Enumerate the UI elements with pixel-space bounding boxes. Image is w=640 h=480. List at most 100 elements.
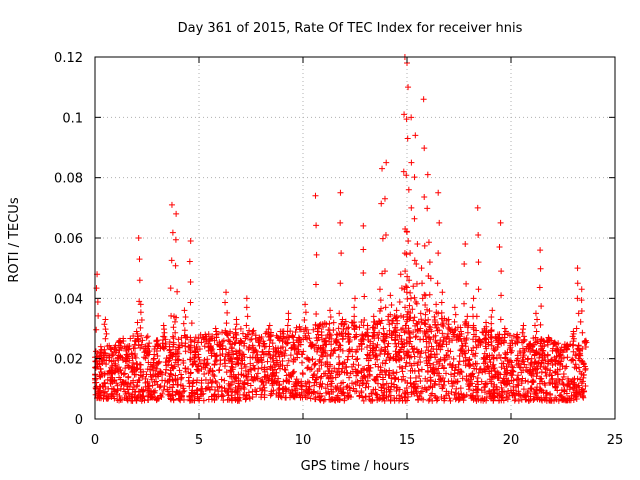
data-point xyxy=(358,389,365,396)
data-point xyxy=(105,394,112,401)
data-point xyxy=(122,380,129,387)
data-point xyxy=(385,384,392,391)
data-point xyxy=(317,374,324,381)
data-point xyxy=(203,361,210,368)
data-point xyxy=(452,389,459,396)
data-point xyxy=(440,382,447,389)
data-point xyxy=(364,326,371,333)
data-point xyxy=(149,382,156,389)
data-point xyxy=(144,387,151,394)
data-point xyxy=(232,384,239,391)
data-point xyxy=(130,345,137,352)
data-point xyxy=(330,319,337,326)
data-point xyxy=(139,396,146,403)
data-point xyxy=(350,361,357,368)
data-point xyxy=(318,359,325,366)
data-point xyxy=(517,364,524,371)
data-point xyxy=(295,380,302,387)
data-point xyxy=(123,358,130,365)
data-point xyxy=(447,371,454,378)
data-point xyxy=(538,359,545,366)
data-point xyxy=(412,132,419,139)
data-point xyxy=(396,392,403,399)
data-point xyxy=(111,369,118,376)
data-point xyxy=(432,354,439,361)
data-point xyxy=(515,397,522,404)
data-point xyxy=(318,332,325,339)
data-point xyxy=(333,339,340,346)
data-point xyxy=(222,299,229,306)
data-point xyxy=(154,360,161,367)
data-point xyxy=(381,395,388,402)
data-point xyxy=(151,346,158,353)
data-point xyxy=(562,365,569,372)
data-point xyxy=(334,383,341,390)
data-point xyxy=(561,387,568,394)
data-point xyxy=(489,374,496,381)
data-point xyxy=(269,367,276,374)
data-point xyxy=(359,380,366,387)
data-point xyxy=(414,383,421,390)
data-point xyxy=(299,371,306,378)
data-point xyxy=(296,323,303,330)
data-point xyxy=(266,351,273,358)
data-point xyxy=(146,366,153,373)
data-point xyxy=(426,323,433,330)
data-point xyxy=(223,330,230,337)
data-point xyxy=(485,339,492,346)
data-point xyxy=(241,342,248,349)
data-point xyxy=(116,393,123,400)
data-point xyxy=(152,387,159,394)
data-point xyxy=(253,391,260,398)
data-point xyxy=(483,327,490,334)
data-point xyxy=(445,321,452,328)
data-point xyxy=(379,392,386,399)
data-point xyxy=(243,295,250,302)
data-point xyxy=(416,354,423,361)
data-point xyxy=(146,383,153,390)
data-point xyxy=(208,383,215,390)
data-point xyxy=(98,358,105,365)
data-point xyxy=(323,341,330,348)
data-point xyxy=(182,365,189,372)
data-point xyxy=(169,392,176,399)
data-point xyxy=(453,337,460,344)
data-point xyxy=(581,339,588,346)
data-point xyxy=(171,363,178,370)
data-point xyxy=(234,354,241,361)
data-point xyxy=(360,222,367,229)
data-point xyxy=(221,377,228,384)
data-point xyxy=(334,396,341,403)
data-point xyxy=(434,321,441,328)
data-point xyxy=(474,378,481,385)
data-point xyxy=(433,397,440,404)
data-point xyxy=(402,283,409,290)
data-point xyxy=(457,385,464,392)
data-point xyxy=(172,262,179,269)
data-point xyxy=(239,357,246,364)
data-point xyxy=(394,333,401,340)
data-point xyxy=(229,358,236,365)
data-point xyxy=(519,354,526,361)
data-point xyxy=(496,352,503,359)
data-point xyxy=(195,335,202,342)
data-point xyxy=(408,159,415,166)
data-point xyxy=(160,336,167,343)
data-point xyxy=(396,386,403,393)
data-point xyxy=(336,359,343,366)
data-point xyxy=(536,284,543,291)
data-point xyxy=(466,356,473,363)
data-point xyxy=(148,373,155,380)
data-point xyxy=(340,360,347,367)
data-point xyxy=(117,396,124,403)
data-point xyxy=(520,358,527,365)
data-point xyxy=(306,357,313,364)
data-point xyxy=(95,392,102,399)
data-point xyxy=(249,388,256,395)
data-point xyxy=(283,340,290,347)
data-point xyxy=(304,336,311,343)
data-point xyxy=(219,329,226,336)
data-point xyxy=(284,339,291,346)
y-tick-label: 0.06 xyxy=(54,232,83,247)
data-point xyxy=(296,391,303,398)
